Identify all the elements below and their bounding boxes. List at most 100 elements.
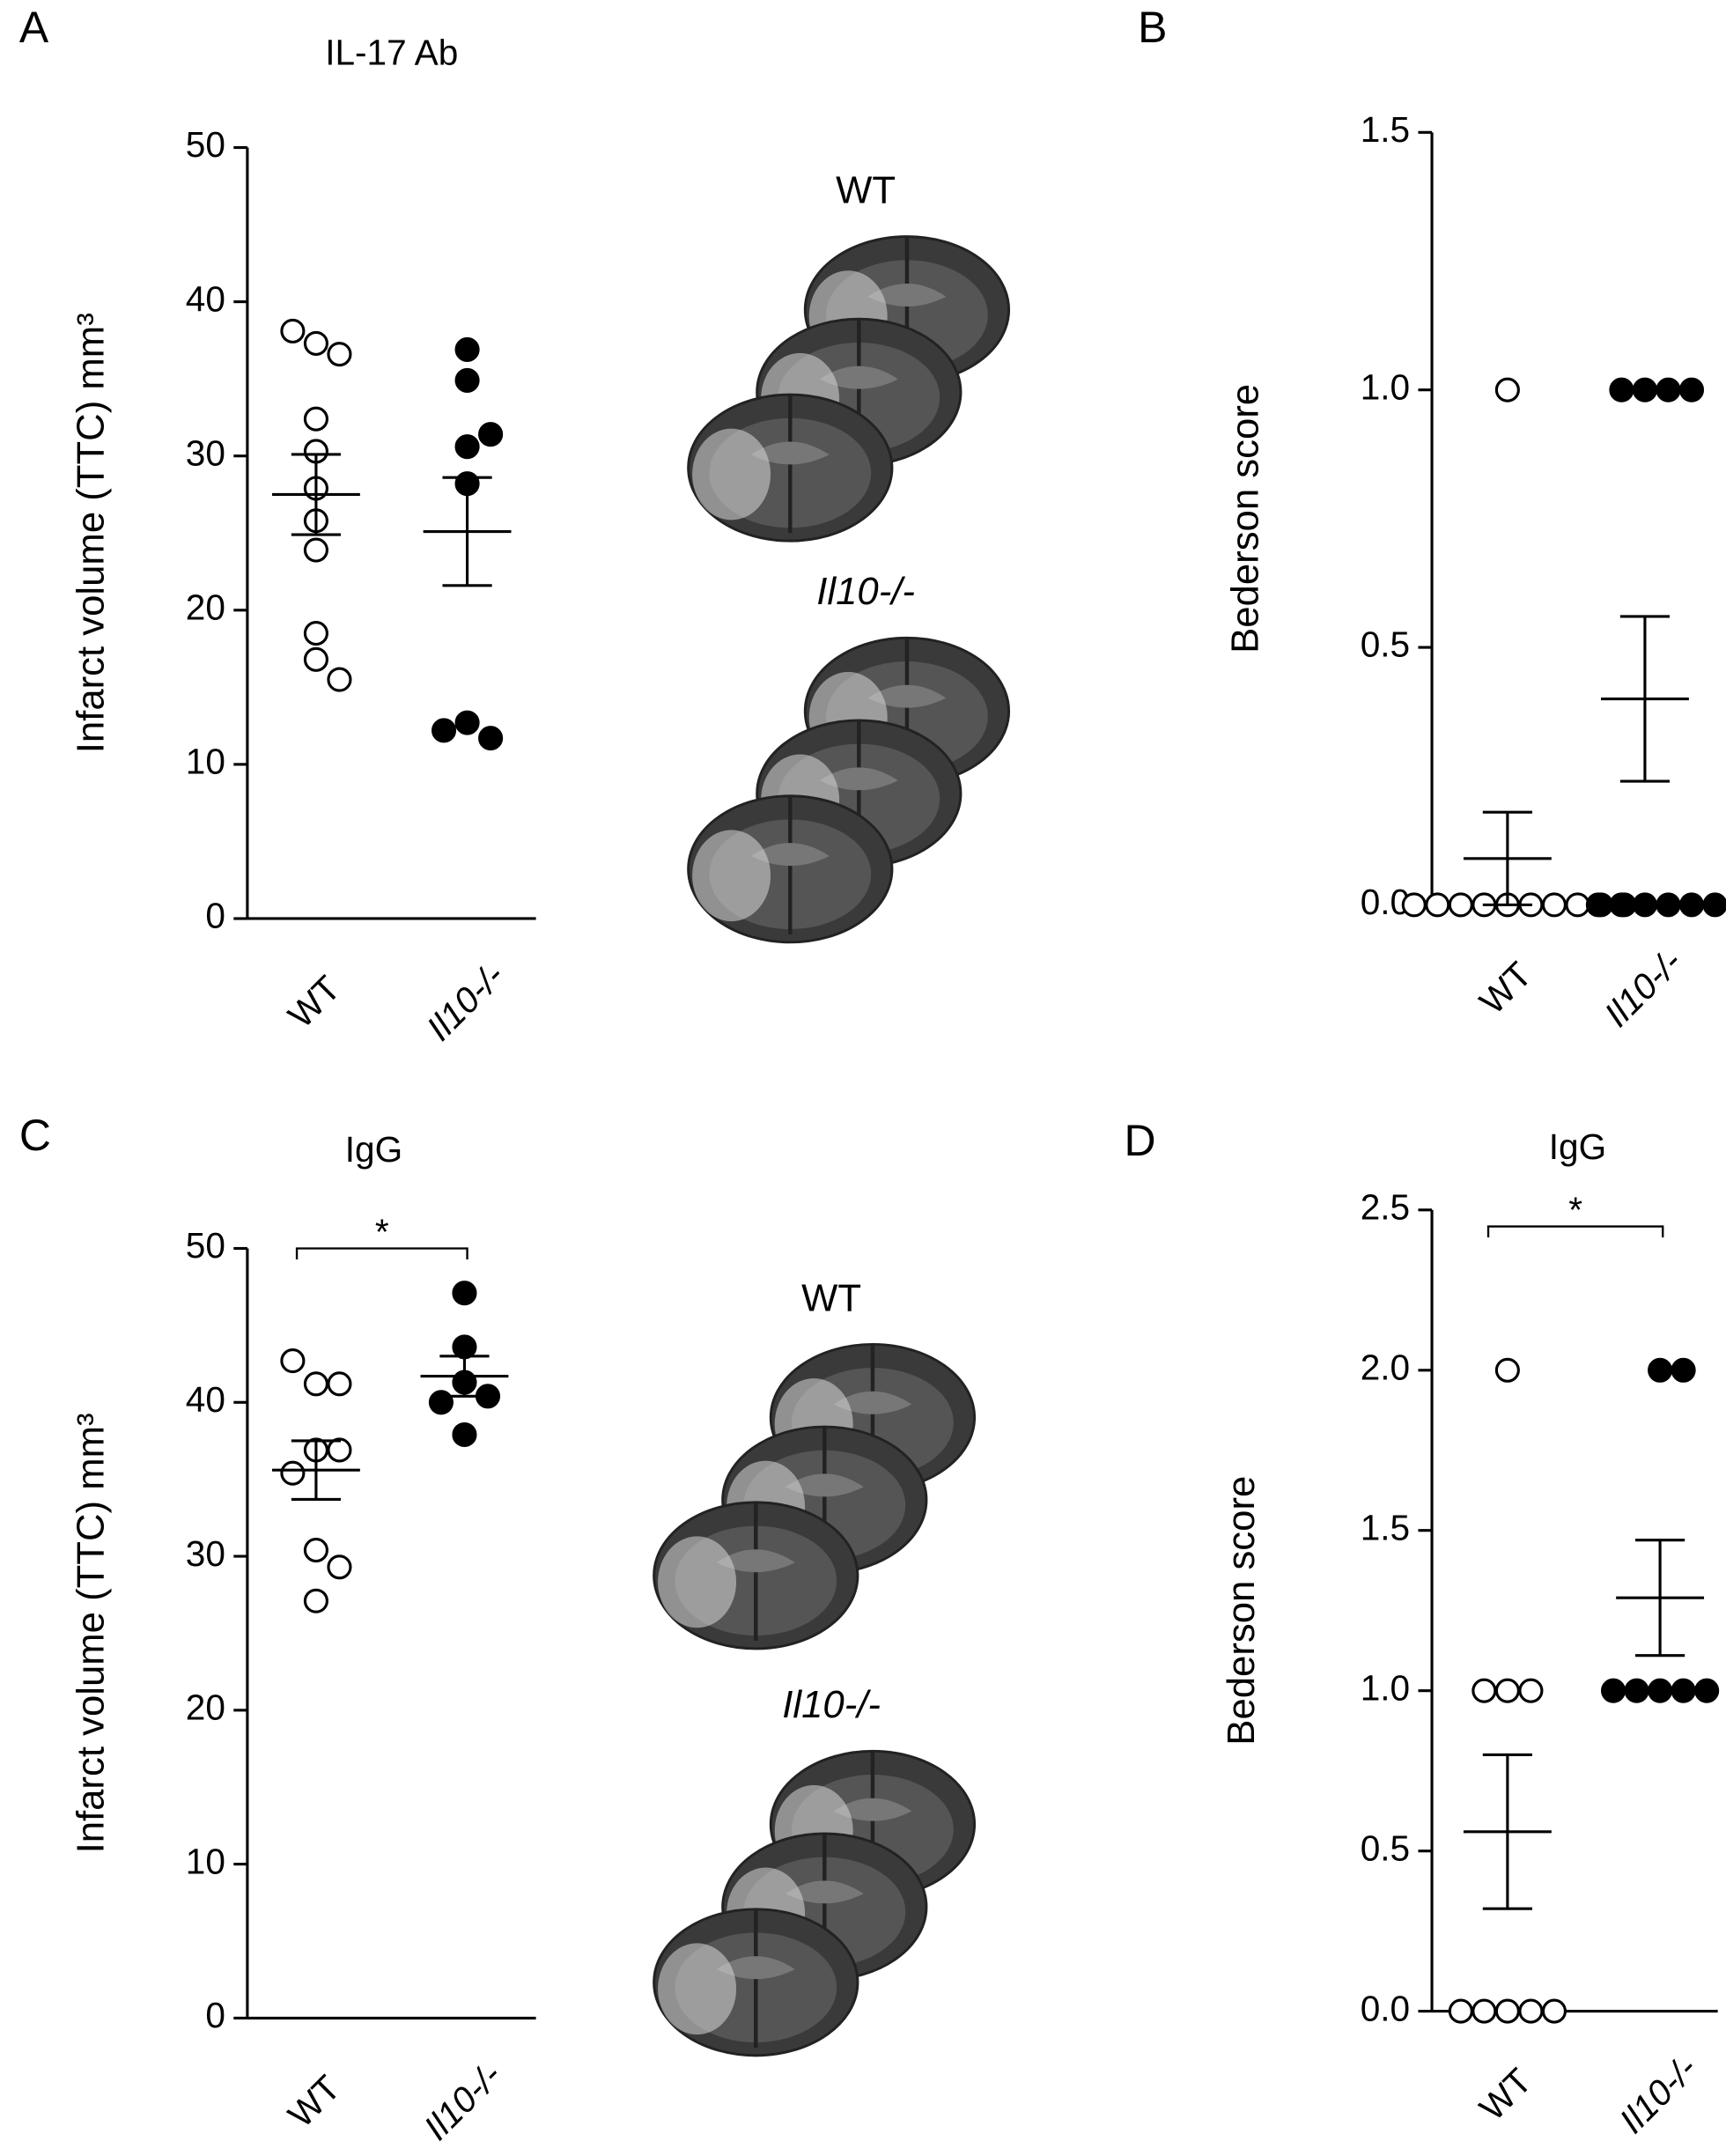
panel-title: IgG bbox=[345, 1129, 402, 1170]
panel-title: IL-17 Ab bbox=[325, 33, 458, 73]
significance-bracket bbox=[295, 1247, 468, 1259]
error-bar bbox=[1619, 615, 1671, 783]
data-point bbox=[1671, 1678, 1696, 1703]
slice-ventricle bbox=[819, 365, 898, 389]
image-label: Il10-/- bbox=[782, 1683, 881, 1726]
data-point bbox=[452, 1281, 477, 1306]
data-point bbox=[303, 1588, 328, 1613]
data-point bbox=[1632, 892, 1657, 918]
data-point bbox=[1518, 1678, 1544, 1703]
data-point bbox=[1425, 892, 1450, 918]
panel-title: IgG bbox=[1549, 1126, 1606, 1167]
data-point bbox=[1632, 377, 1657, 402]
data-point bbox=[452, 1334, 477, 1360]
data-point bbox=[280, 1460, 306, 1486]
data-point bbox=[280, 1348, 306, 1374]
data-point bbox=[1600, 1678, 1626, 1703]
slice-infarct bbox=[658, 1943, 737, 2035]
slice-infarct bbox=[658, 1536, 737, 1628]
data-point bbox=[1656, 377, 1681, 402]
data-point bbox=[432, 718, 457, 743]
y-tick-label: 20 bbox=[186, 1687, 225, 1728]
panel-label: A bbox=[19, 3, 49, 52]
brain-slice bbox=[687, 393, 894, 543]
error-bar bbox=[439, 1355, 490, 1398]
error-bar bbox=[291, 1439, 342, 1501]
data-point bbox=[303, 646, 328, 672]
slice-ventricle bbox=[785, 1473, 864, 1497]
data-point bbox=[1494, 1357, 1520, 1383]
y-axis-label: Infarct volume (TTC) mm³ bbox=[70, 1413, 113, 1853]
y-tick-label: 0 bbox=[205, 896, 225, 936]
slice-ventricle bbox=[819, 767, 898, 791]
brain-slice bbox=[687, 794, 894, 944]
slice-ventricle bbox=[716, 1956, 795, 1980]
data-point bbox=[1448, 892, 1473, 918]
y-tick-label: 50 bbox=[186, 1225, 225, 1266]
data-point bbox=[1472, 1998, 1497, 2024]
data-point bbox=[1678, 892, 1705, 918]
data-point bbox=[1609, 892, 1634, 918]
y-tick-label: 50 bbox=[186, 124, 225, 165]
y-tick-label: 10 bbox=[186, 1841, 225, 1881]
data-point bbox=[1609, 377, 1634, 402]
data-point bbox=[1585, 892, 1611, 918]
data-point bbox=[1694, 1678, 1720, 1703]
error-bar bbox=[291, 453, 342, 536]
slice-ventricle bbox=[867, 684, 947, 708]
data-point bbox=[428, 1390, 454, 1415]
data-point bbox=[1671, 1357, 1696, 1383]
image-label: WT bbox=[836, 169, 896, 212]
data-point bbox=[327, 1437, 352, 1463]
brain-slice bbox=[653, 1908, 859, 2057]
data-point bbox=[303, 621, 328, 646]
y-axis-label: Infarct volume (TTC) mm³ bbox=[70, 313, 113, 753]
y-tick-label: 0 bbox=[205, 1995, 225, 2035]
data-point bbox=[1565, 892, 1590, 918]
data-point bbox=[478, 422, 504, 447]
y-tick-label: 0.0 bbox=[1361, 1988, 1410, 2028]
y-tick-label: 0.5 bbox=[1361, 624, 1410, 665]
data-point bbox=[1518, 1998, 1544, 2024]
x-tick-label: Il10-/- bbox=[418, 955, 512, 1048]
x-tick-label: Il10-/- bbox=[416, 2055, 509, 2148]
data-point bbox=[1494, 377, 1520, 402]
data-point bbox=[303, 1371, 328, 1397]
image-label: WT bbox=[801, 1276, 861, 1319]
data-point bbox=[1702, 892, 1726, 918]
y-tick-label: 1.5 bbox=[1361, 109, 1410, 150]
slice-ventricle bbox=[833, 1798, 912, 1821]
x-tick-label: WT bbox=[1472, 2060, 1539, 2128]
data-point bbox=[1678, 377, 1705, 402]
y-tick-label: 40 bbox=[186, 1379, 225, 1420]
data-point bbox=[454, 367, 480, 393]
data-point bbox=[327, 342, 352, 367]
slice-ventricle bbox=[750, 843, 830, 867]
y-tick-label: 30 bbox=[186, 1533, 225, 1574]
data-point bbox=[1472, 1678, 1497, 1703]
y-tick-label: 1.0 bbox=[1361, 1667, 1410, 1708]
data-point bbox=[452, 1421, 477, 1448]
data-point bbox=[1401, 892, 1427, 918]
data-point bbox=[1494, 1998, 1520, 2024]
x-tick-label: Il10-/- bbox=[1597, 941, 1690, 1035]
y-tick-label: 2.5 bbox=[1361, 1187, 1410, 1228]
y-tick-label: 1.5 bbox=[1361, 1507, 1410, 1547]
slice-ventricle bbox=[833, 1391, 912, 1414]
data-point bbox=[478, 726, 504, 751]
error-bar bbox=[1482, 1753, 1532, 1910]
y-tick-label: 10 bbox=[186, 742, 225, 782]
data-point bbox=[1541, 1998, 1567, 2024]
data-point bbox=[1624, 1678, 1649, 1703]
y-tick-label: 40 bbox=[186, 278, 225, 319]
image-label: Il10-/- bbox=[816, 570, 915, 613]
data-point bbox=[1648, 1678, 1673, 1703]
data-point bbox=[303, 1538, 328, 1563]
data-point bbox=[327, 1371, 352, 1397]
slice-ventricle bbox=[785, 1880, 864, 1904]
brain-slice bbox=[653, 1501, 859, 1650]
data-point bbox=[1448, 1998, 1473, 2024]
error-bar bbox=[1635, 1539, 1685, 1658]
